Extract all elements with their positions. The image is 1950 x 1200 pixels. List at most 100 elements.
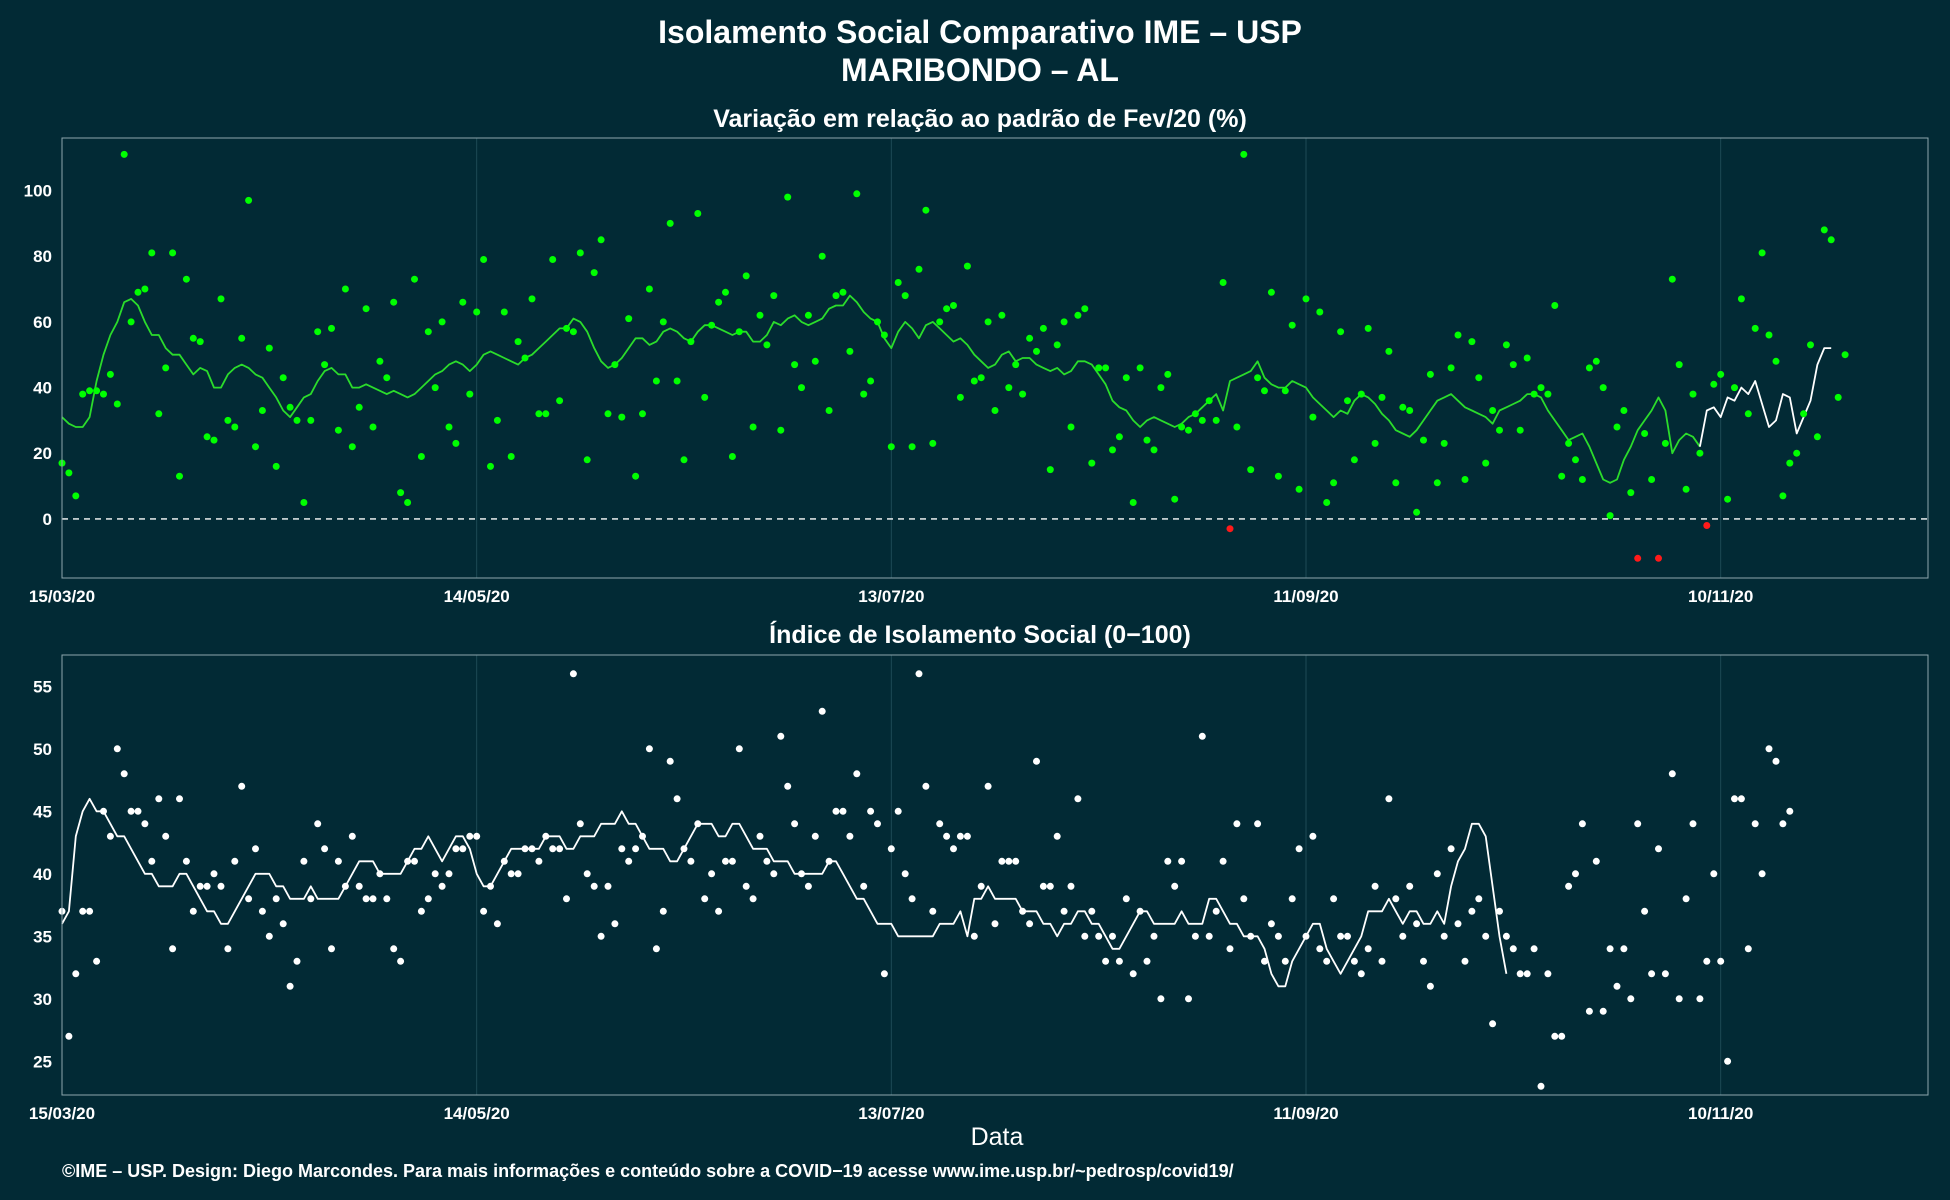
data-point: [106, 370, 114, 378]
data-point: [431, 870, 439, 878]
data-point: [1793, 449, 1801, 457]
data-point: [217, 882, 225, 890]
data-point: [1267, 288, 1275, 296]
data-point: [1468, 907, 1476, 915]
data-point: [1565, 439, 1573, 447]
data-point: [155, 410, 163, 418]
data-point: [1530, 390, 1538, 398]
data-point: [1461, 476, 1469, 483]
y-tick-label: 45: [33, 802, 52, 821]
data-point: [1648, 970, 1656, 978]
data-point: [1150, 932, 1158, 940]
data-point: [632, 845, 640, 853]
data-point: [1786, 459, 1794, 467]
data-point: [853, 190, 861, 198]
data-point: [293, 957, 301, 965]
data-point: [1413, 508, 1421, 516]
data-point: [583, 870, 591, 878]
data-point: [1102, 364, 1110, 372]
data-point: [1475, 895, 1483, 903]
data-point: [1053, 832, 1061, 840]
data-point: [728, 453, 736, 460]
data-point: [279, 920, 287, 928]
data-point: [1772, 357, 1780, 365]
data-point: [176, 472, 183, 480]
data-point: [1191, 410, 1199, 418]
data-point: [1516, 426, 1524, 434]
data-point: [1095, 932, 1103, 940]
data-point: [1661, 439, 1669, 447]
data-point: [438, 318, 446, 326]
data-point: [1067, 423, 1075, 431]
data-point: [417, 453, 425, 460]
data-point: [528, 845, 536, 853]
y-tick-label: 55: [33, 677, 52, 696]
x-tick-label: 11/09/20: [1273, 587, 1338, 606]
data-point: [542, 832, 550, 840]
data-point: [735, 745, 743, 753]
data-point: [341, 285, 349, 293]
data-point: [348, 832, 356, 840]
x-tick-label: 10/11/20: [1688, 587, 1753, 606]
data-point: [1641, 430, 1649, 437]
data-point: [134, 288, 142, 296]
data-point: [569, 670, 577, 678]
data-point: [196, 882, 204, 890]
data-point: [424, 895, 432, 903]
data-point: [1033, 757, 1040, 765]
data-point: [563, 895, 570, 903]
data-point: [1537, 1082, 1545, 1090]
data-point: [1205, 397, 1213, 405]
data-point: [314, 328, 322, 336]
data-point: [756, 832, 764, 840]
data-point: [265, 932, 273, 940]
data-point: [549, 256, 557, 263]
data-point: [666, 219, 674, 227]
data-point: [473, 308, 481, 316]
data-point: [1779, 820, 1787, 828]
data-point: [431, 384, 439, 392]
data-point: [1115, 433, 1123, 441]
data-point: [1420, 436, 1427, 444]
data-point: [1620, 407, 1628, 414]
data-point: [1240, 150, 1248, 158]
data-point: [798, 870, 805, 878]
data-point: [300, 857, 308, 865]
data-point: [1060, 318, 1068, 326]
data-point: [1136, 907, 1144, 915]
data-point: [334, 857, 342, 865]
data-point: [818, 707, 826, 715]
data-point: [770, 870, 778, 878]
variation-moving-average-line: [61, 294, 1832, 484]
data-point: [362, 305, 370, 313]
data-point: [887, 845, 895, 853]
data-point: [977, 374, 985, 382]
data-point: [238, 334, 246, 342]
data-point: [1655, 554, 1662, 562]
data-point: [189, 907, 197, 915]
data-point: [1295, 845, 1303, 853]
data-point: [659, 318, 667, 326]
data-point: [535, 857, 543, 865]
data-point: [355, 882, 363, 890]
data-point: [355, 403, 363, 411]
plot-frame: [61, 654, 1929, 1096]
data-point: [286, 982, 294, 990]
data-point: [252, 443, 259, 451]
data-point: [576, 249, 584, 257]
data-point: [1523, 354, 1531, 362]
data-point: [258, 907, 266, 915]
data-point: [493, 920, 501, 928]
data-point: [1703, 522, 1711, 529]
data-point: [715, 907, 723, 915]
data-point: [1129, 499, 1137, 506]
data-point: [300, 499, 308, 506]
data-point: [134, 807, 142, 815]
data-point: [480, 907, 488, 915]
data-point: [1406, 882, 1414, 890]
data-point: [749, 423, 757, 431]
data-point: [1261, 387, 1268, 395]
footer-caption: ©IME – USP. Design: Diego Marcondes. Par…: [62, 1161, 1234, 1181]
data-point: [307, 416, 315, 424]
